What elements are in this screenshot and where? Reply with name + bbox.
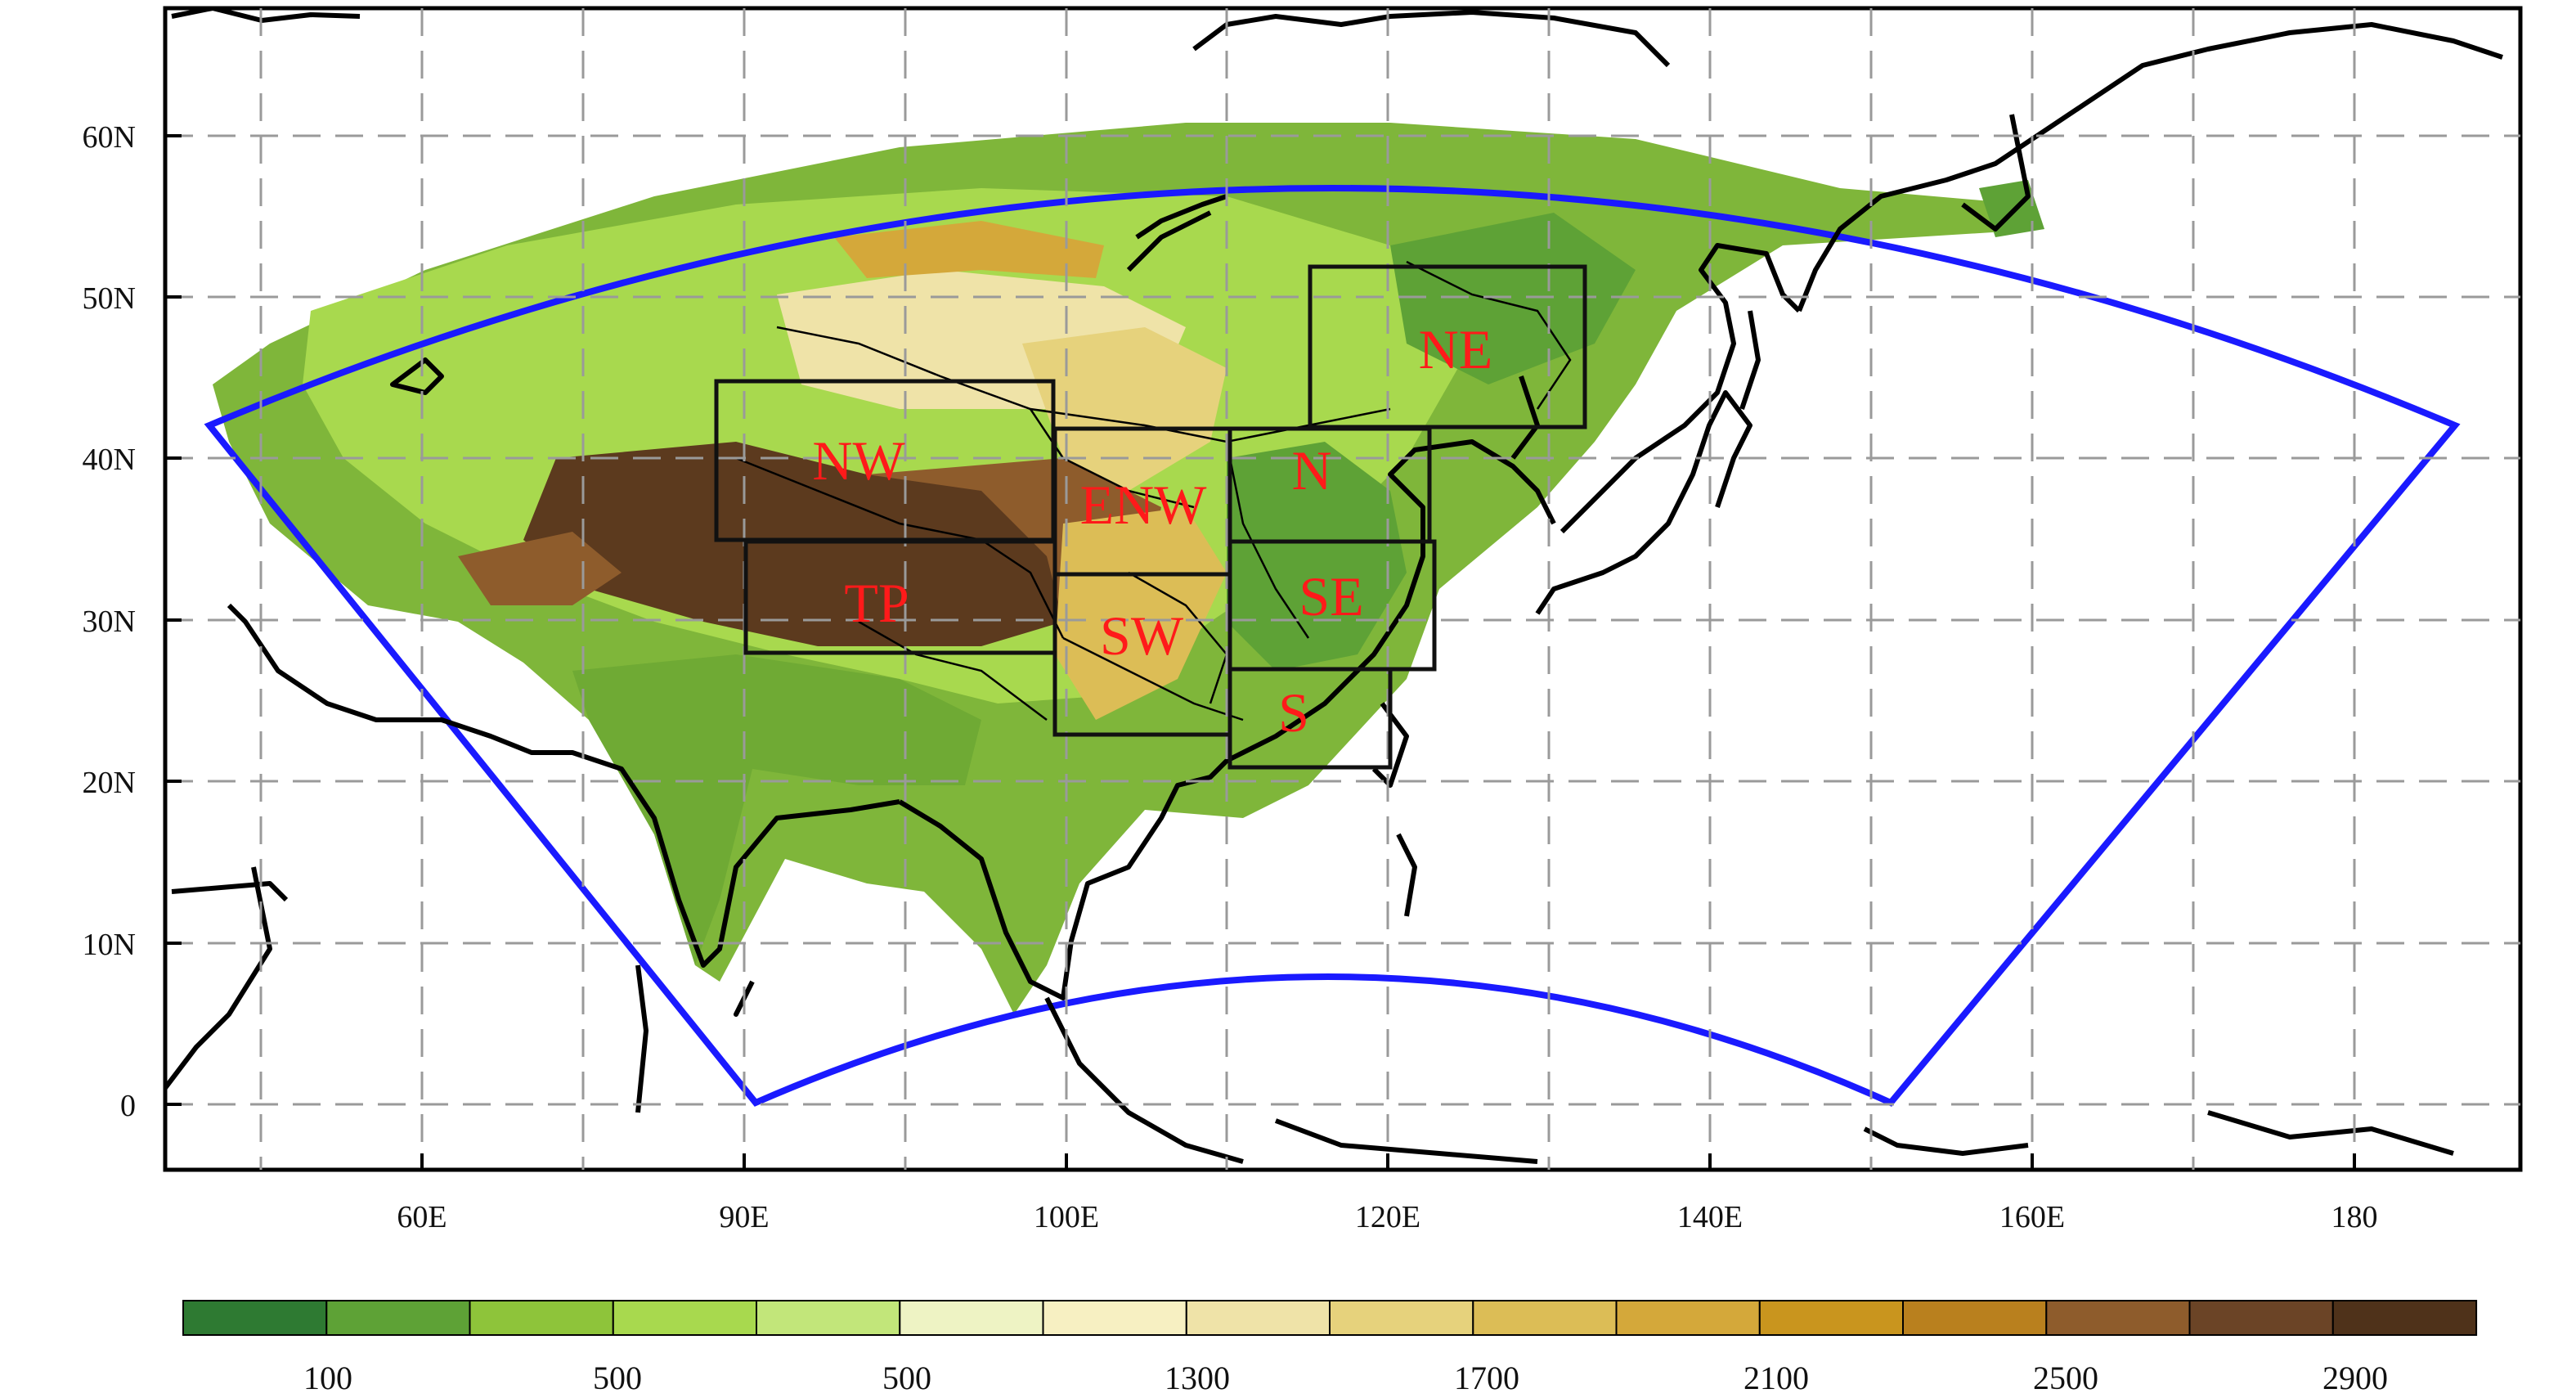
colorbar-swatch-2 — [325, 1300, 471, 1336]
region-label-tp: TP — [844, 572, 909, 634]
colorbar-swatch-14 — [2045, 1300, 2191, 1336]
lon-label-160e: 160E — [1999, 1200, 2065, 1234]
region-label-sw: SW — [1100, 605, 1184, 667]
lat-label-20n: 20N — [83, 766, 136, 800]
colorbar-swatch-15 — [2188, 1300, 2334, 1336]
lat-label-40n: 40N — [83, 443, 136, 477]
lat-label-60n: 60N — [83, 120, 136, 155]
region-box-ne — [1308, 264, 1587, 429]
region-labels: NW ENW N NE TP SW SE S — [812, 318, 1492, 744]
colorbar — [182, 1300, 2478, 1336]
longitude-labels: 60E 90E 100E 120E 140E 160E 180 — [397, 1200, 2377, 1234]
coastlines — [165, 8, 2503, 1164]
region-label-nw: NW — [812, 429, 905, 492]
colorbar-swatch-8 — [1185, 1300, 1331, 1336]
lon-label-180: 180 — [2331, 1200, 2378, 1234]
colorbar-swatch-12 — [1758, 1300, 1905, 1336]
lon-label-140e: 140E — [1677, 1200, 1743, 1234]
region-label-ne: NE — [1419, 318, 1493, 380]
colorbar-swatch-7 — [1042, 1300, 1187, 1336]
lon-label-90e: 90E — [719, 1200, 769, 1234]
region-boxes — [714, 264, 1587, 770]
axis-ticks — [165, 134, 2356, 1170]
colorbar-swatch-10 — [1472, 1300, 1618, 1336]
colorbar-swatch-4 — [612, 1300, 758, 1336]
colorbar-label-1: 100 — [303, 1360, 352, 1396]
lon-label-120e: 120E — [1355, 1200, 1420, 1234]
lon-label-100e: 100E — [1034, 1200, 1099, 1234]
lat-label-30n: 30N — [83, 605, 136, 639]
colorbar-label-8: 2900 — [2322, 1360, 2388, 1396]
lat-label-0: 0 — [120, 1089, 136, 1123]
colorbar-label-3: 500 — [882, 1360, 931, 1396]
colorbar-label-2: 500 — [593, 1360, 642, 1396]
colorbar-swatch-5 — [756, 1300, 901, 1336]
colorbar-swatch-6 — [899, 1300, 1044, 1336]
colorbar-swatch-13 — [1902, 1300, 2048, 1336]
colorbar-label-7: 2500 — [2033, 1360, 2098, 1396]
colorbar-swatch-1 — [182, 1300, 328, 1336]
region-label-s: S — [1278, 681, 1309, 744]
model-domain-outline — [204, 185, 2461, 1107]
colorbar-swatch-9 — [1329, 1300, 1474, 1336]
region-label-se: SE — [1299, 565, 1363, 627]
region-box-s — [1227, 667, 1393, 770]
colorbar-labels: 100 500 500 1300 1700 2100 2500 2900 — [303, 1360, 2388, 1396]
colorbar-swatch-16 — [2331, 1300, 2478, 1336]
colorbar-label-6: 2100 — [1744, 1360, 1809, 1396]
region-label-enw: ENW — [1080, 474, 1208, 536]
colorbar-swatch-3 — [469, 1300, 614, 1336]
colorbar-label-5: 1700 — [1454, 1360, 1519, 1396]
lon-label-60e: 60E — [397, 1200, 447, 1234]
lat-label-50n: 50N — [83, 281, 136, 316]
region-label-n: N — [1291, 439, 1331, 501]
colorbar-swatch-11 — [1615, 1300, 1761, 1336]
lat-lon-grid — [165, 8, 2520, 1170]
latitude-labels: 0 10N 20N 30N 40N 50N 60N — [83, 120, 136, 1123]
lat-label-10n: 10N — [83, 928, 136, 962]
colorbar-label-4: 1300 — [1165, 1360, 1230, 1396]
